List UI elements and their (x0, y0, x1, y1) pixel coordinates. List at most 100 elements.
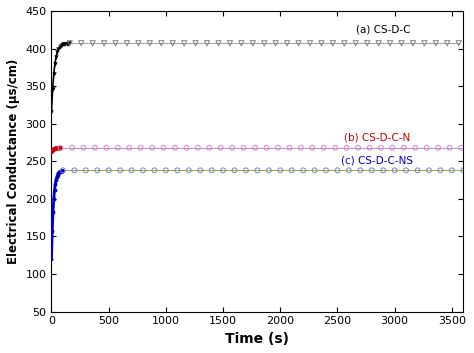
Point (146, 41, 154, 46)
Point (55, 47, 62, 52)
Point (297, 145, 305, 151)
Point (194, 145, 201, 151)
Point (375, 41, 383, 46)
Point (93, 167, 101, 173)
Point (425, 167, 433, 173)
Point (240, 145, 247, 151)
Point (89, 41, 96, 46)
Point (77, 41, 85, 46)
Point (59, 167, 67, 173)
Point (55, 170, 62, 176)
Point (402, 167, 410, 173)
Point (49, 86, 56, 92)
Point (59, 168, 66, 174)
Point (65, 41, 73, 46)
Point (55, 145, 62, 151)
Point (206, 145, 213, 151)
Point (276, 167, 284, 173)
Point (283, 41, 291, 46)
Point (171, 145, 179, 151)
Point (391, 167, 399, 173)
Point (434, 145, 442, 151)
Point (51, 145, 58, 151)
Point (448, 167, 456, 173)
Point (196, 167, 204, 173)
Point (80, 145, 87, 151)
Point (414, 167, 421, 173)
Point (398, 41, 405, 46)
Point (329, 41, 337, 46)
Point (66, 41, 73, 46)
Point (157, 41, 165, 46)
Text: (c) CS-D-C-NS: (c) CS-D-C-NS (341, 156, 413, 166)
Point (52, 177, 60, 183)
Point (263, 145, 270, 151)
Point (311, 167, 319, 173)
Point (320, 145, 328, 151)
Point (455, 41, 463, 46)
Point (432, 41, 439, 46)
Point (160, 145, 167, 151)
Point (52, 54, 60, 60)
Point (102, 145, 110, 151)
Point (203, 41, 211, 46)
Point (53, 174, 61, 179)
Point (114, 145, 122, 151)
Point (48, 149, 55, 155)
Point (100, 41, 108, 46)
Point (389, 145, 396, 151)
Point (181, 41, 188, 46)
Point (242, 167, 250, 173)
Point (169, 41, 176, 46)
Point (377, 145, 385, 151)
Point (368, 167, 375, 173)
Point (295, 41, 302, 46)
Point (50, 146, 57, 152)
Point (254, 167, 261, 173)
Text: (a) CS-D-C: (a) CS-D-C (356, 25, 410, 35)
Point (365, 145, 373, 151)
Point (49, 209, 57, 215)
Point (265, 167, 273, 173)
Point (331, 145, 339, 151)
Point (386, 41, 394, 46)
Point (345, 167, 353, 173)
Point (437, 167, 444, 173)
Point (228, 145, 236, 151)
Point (340, 41, 348, 46)
Point (112, 41, 119, 46)
Point (51, 61, 59, 67)
Y-axis label: Electrical Conductance (µs/cm): Electrical Conductance (µs/cm) (7, 59, 20, 264)
Point (52, 145, 60, 151)
Point (56, 145, 64, 151)
Point (411, 145, 419, 151)
Point (379, 167, 387, 173)
Point (457, 145, 465, 151)
Point (56, 169, 64, 174)
Point (54, 49, 61, 55)
Point (173, 167, 181, 173)
Point (51, 145, 59, 151)
Point (182, 145, 190, 151)
Point (446, 145, 453, 151)
Point (148, 145, 156, 151)
Point (322, 167, 330, 173)
Point (286, 145, 293, 151)
Point (409, 41, 417, 46)
Point (50, 146, 58, 151)
Point (318, 41, 325, 46)
Point (192, 41, 200, 46)
Point (274, 145, 282, 151)
Point (58, 42, 66, 48)
Point (219, 167, 227, 173)
Point (57, 168, 64, 174)
Point (288, 167, 295, 173)
Point (105, 167, 112, 173)
Point (162, 167, 170, 173)
Point (64, 41, 72, 46)
Point (116, 167, 124, 173)
Point (59, 42, 67, 47)
Point (260, 41, 268, 46)
Point (51, 187, 58, 193)
Point (57, 145, 64, 151)
